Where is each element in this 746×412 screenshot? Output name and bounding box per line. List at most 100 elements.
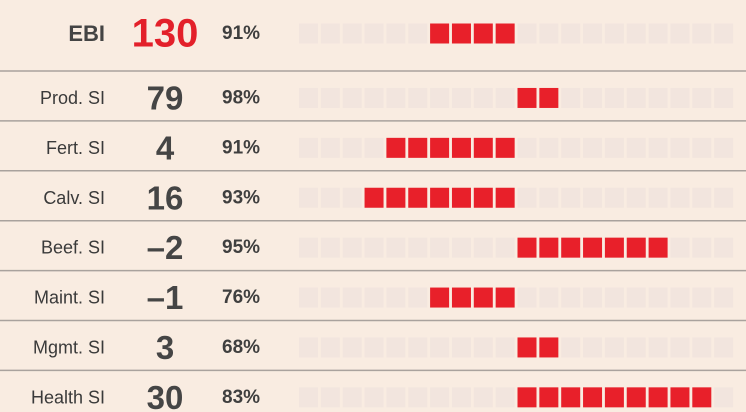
score-block <box>539 237 559 258</box>
score-block <box>648 237 668 258</box>
grid-block <box>692 187 712 208</box>
grid-block <box>408 387 428 408</box>
grid-block <box>714 387 734 408</box>
grid-block <box>648 87 668 108</box>
score-block <box>430 287 450 308</box>
grid-block <box>342 287 362 308</box>
grid-block <box>692 23 712 44</box>
grid-block <box>714 23 734 44</box>
grid-block <box>604 87 624 108</box>
grid-block <box>342 387 362 408</box>
grid-block <box>364 137 384 158</box>
grid-block <box>561 137 581 158</box>
row-label: Mgmt. SI <box>33 337 105 357</box>
row-reliability: 98% <box>222 87 260 108</box>
grid-block <box>342 237 362 258</box>
grid-block <box>408 237 428 258</box>
grid-block <box>626 23 646 44</box>
grid-block <box>495 337 515 358</box>
row-reliability: 95% <box>222 237 260 258</box>
score-block <box>539 337 559 358</box>
grid-block <box>692 337 712 358</box>
grid-block <box>670 137 690 158</box>
grid-block <box>299 137 318 158</box>
grid-block <box>670 237 690 258</box>
grid-block <box>342 137 362 158</box>
row-label: Fert. SI <box>46 138 105 158</box>
grid-block <box>364 337 384 358</box>
grid-block <box>320 187 340 208</box>
grid-block <box>583 187 603 208</box>
score-block <box>451 23 471 44</box>
grid-block <box>539 137 559 158</box>
grid-block <box>670 287 690 308</box>
grid-block <box>626 87 646 108</box>
score-block <box>364 187 384 208</box>
grid-block <box>604 287 624 308</box>
row-reliability: 76% <box>222 287 260 308</box>
grid-block <box>320 387 340 408</box>
score-block <box>451 187 471 208</box>
score-block <box>604 237 624 258</box>
grid-block <box>714 87 734 108</box>
score-block <box>495 287 515 308</box>
grid-block <box>320 23 340 44</box>
grid-block <box>342 337 362 358</box>
grid-block <box>583 23 603 44</box>
grid-block <box>364 287 384 308</box>
score-block <box>430 187 450 208</box>
grid-block <box>604 337 624 358</box>
grid-block <box>320 287 340 308</box>
grid-block <box>692 87 712 108</box>
row-value: 30 <box>147 379 184 412</box>
grid-block <box>539 187 559 208</box>
grid-block <box>714 137 734 158</box>
grid-block <box>299 87 318 108</box>
row-reliability: 91% <box>222 23 260 44</box>
grid-block <box>692 287 712 308</box>
score-block <box>451 137 471 158</box>
grid-block <box>626 287 646 308</box>
score-block <box>473 287 493 308</box>
row-label: Calv. SI <box>43 188 105 208</box>
grid-block <box>320 137 340 158</box>
score-block <box>517 87 537 108</box>
score-block <box>692 387 712 408</box>
grid-block <box>626 337 646 358</box>
grid-block <box>714 187 734 208</box>
grid-block <box>430 237 450 258</box>
grid-block <box>583 87 603 108</box>
score-block <box>495 137 515 158</box>
grid-block <box>386 387 406 408</box>
grid-block <box>473 237 493 258</box>
grid-block <box>473 337 493 358</box>
grid-block <box>561 337 581 358</box>
row-reliability: 68% <box>222 337 260 358</box>
grid-block <box>451 237 471 258</box>
grid-block <box>648 187 668 208</box>
score-block <box>517 387 537 408</box>
row-value: –2 <box>147 229 184 266</box>
grid-block <box>473 387 493 408</box>
grid-block <box>517 287 537 308</box>
grid-block <box>451 387 471 408</box>
row-value: 4 <box>156 129 175 166</box>
grid-block <box>670 87 690 108</box>
grid-block <box>299 237 318 258</box>
grid-block <box>430 387 450 408</box>
row-value: –1 <box>147 279 184 316</box>
grid-block <box>299 23 318 44</box>
grid-block <box>539 287 559 308</box>
grid-block <box>342 187 362 208</box>
score-block <box>626 387 646 408</box>
grid-block <box>386 337 406 358</box>
row-value: 130 <box>132 12 199 56</box>
grid-block <box>648 337 668 358</box>
score-block <box>408 187 428 208</box>
grid-block <box>430 337 450 358</box>
grid-block <box>364 87 384 108</box>
score-block <box>517 237 537 258</box>
score-block <box>386 137 406 158</box>
grid-block <box>320 237 340 258</box>
